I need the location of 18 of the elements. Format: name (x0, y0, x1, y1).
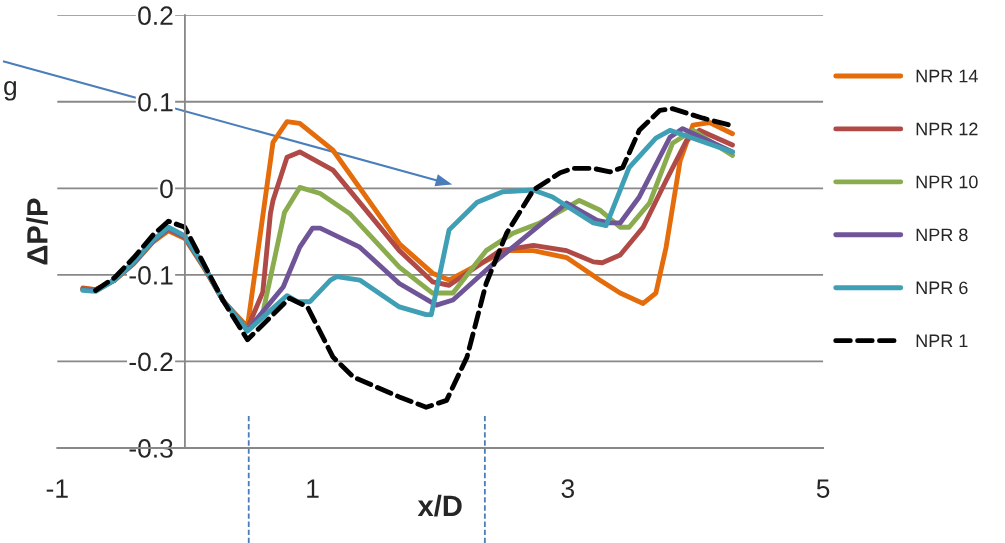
x-tick-label: 1 (307, 479, 319, 498)
legend-label: NPR 10 (916, 175, 978, 189)
x-tick-label: -1 (46, 479, 68, 498)
legend-label: NPR 6 (916, 281, 968, 295)
y-tick-label: -0.2 (129, 352, 173, 372)
legend-label: NPR 8 (916, 228, 968, 242)
y-tick-label: 0 (160, 179, 173, 199)
x-tick-label: 5 (816, 479, 830, 498)
x-axis-title: x/D (417, 494, 462, 517)
y-tick-label: -0.1 (129, 266, 173, 285)
legend-label: NPR 1 (916, 334, 968, 347)
legend-label: NPR 14 (916, 69, 978, 83)
y-tick-label: 0.2 (138, 6, 173, 26)
y-axis-title: ΔP/P (26, 198, 48, 265)
legend-label: NPR 12 (916, 122, 978, 136)
x-tick-label: 3 (561, 479, 574, 498)
text: g (4, 80, 16, 101)
y-tick-label: 0.1 (138, 92, 173, 112)
